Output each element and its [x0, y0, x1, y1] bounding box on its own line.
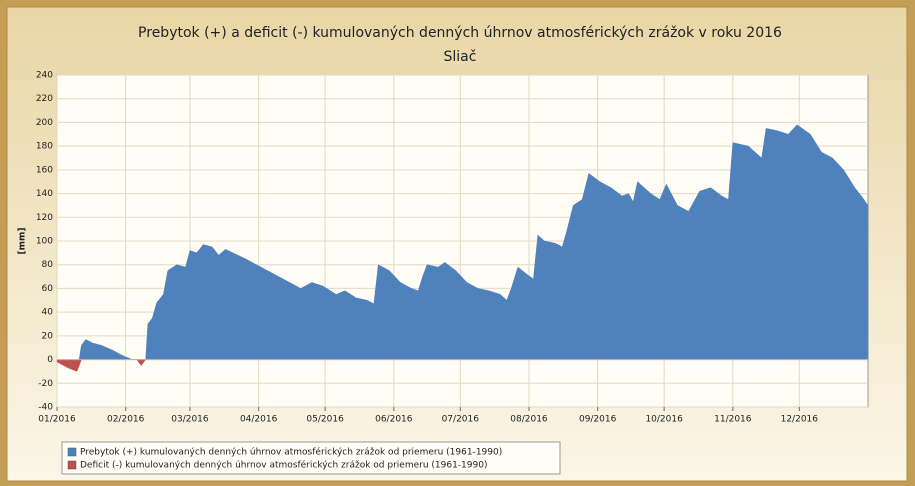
legend-swatch: [67, 460, 77, 470]
chart-title: Prebytok (+) a deficit (-) kumulovaných …: [138, 25, 782, 41]
y-tick-label: 200: [36, 118, 53, 128]
x-tick-label: 10/2016: [645, 415, 683, 425]
y-tick-label: -20: [38, 379, 53, 389]
y-tick-label: 0: [47, 355, 53, 365]
y-tick-label: 80: [42, 260, 54, 270]
x-tick-label: 12/2016: [781, 415, 819, 425]
legend-swatch: [67, 447, 77, 457]
y-tick-label: 100: [36, 237, 53, 247]
x-tick-label: 02/2016: [107, 415, 145, 425]
y-tick-label: 40: [42, 308, 54, 318]
legend-label: Deficit (-) kumulovaných denných úhrnov …: [80, 460, 487, 471]
y-tick-label: 160: [36, 165, 53, 175]
x-tick-label: 11/2016: [714, 415, 752, 425]
y-tick-label: 180: [36, 142, 53, 152]
y-tick-label: 140: [36, 189, 53, 199]
area: [78, 124, 869, 360]
x-tick-label: 08/2016: [510, 415, 548, 425]
x-tick-label: 05/2016: [306, 415, 344, 425]
x-tick-label: 06/2016: [375, 415, 413, 425]
x-tick-label: 03/2016: [171, 415, 209, 425]
y-tick-label: 240: [36, 71, 53, 81]
y-tick-label: 60: [42, 284, 54, 294]
y-tick-label: -40: [38, 403, 53, 413]
y-tick-label: 220: [36, 94, 53, 104]
legend-label: Prebytok (+) kumulovaných denných úhrnov…: [80, 447, 502, 458]
x-tick-label: 09/2016: [579, 415, 617, 425]
x-tick-label: 04/2016: [240, 415, 278, 425]
y-tick-label: 20: [42, 331, 54, 341]
y-tick-label: 120: [36, 213, 53, 223]
x-tick-label: 01/2016: [38, 415, 76, 425]
legend: [61, 441, 561, 475]
y-axis-label: [mm]: [18, 228, 28, 255]
x-tick-label: 07/2016: [442, 415, 480, 425]
chart-subtitle: Sliač: [444, 49, 477, 65]
